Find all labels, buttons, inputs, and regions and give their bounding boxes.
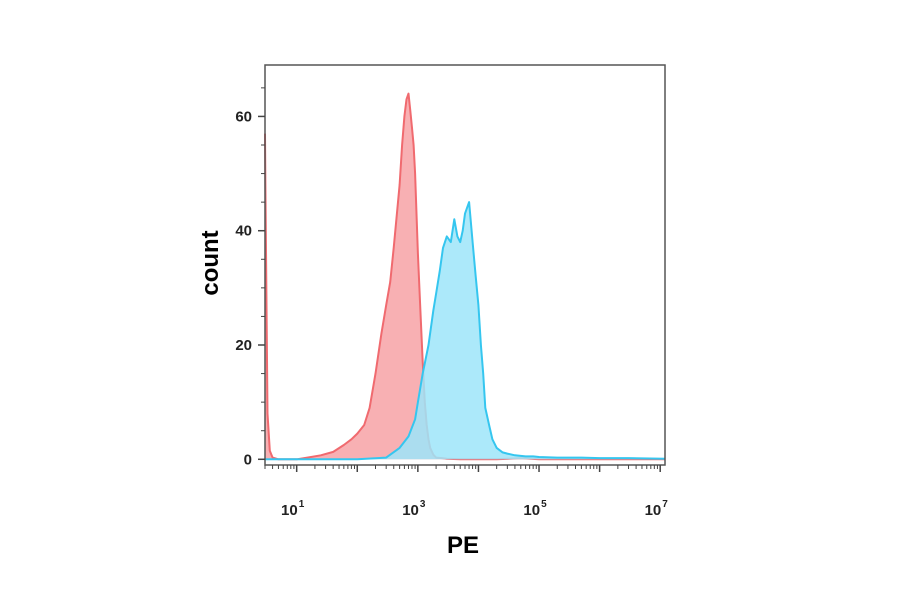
series-2-line	[265, 201, 666, 461]
series-2-area	[265, 202, 665, 460]
x-tick-label: 107	[645, 499, 669, 519]
y-tick-label: 60	[235, 108, 252, 125]
x-axis-title: PE	[447, 532, 479, 559]
x-tick-label: 103	[402, 499, 426, 519]
y-axis-title: count	[197, 230, 224, 295]
y-tick-label: 40	[235, 223, 252, 240]
ticks-layer	[258, 87, 661, 472]
series-layer	[264, 92, 666, 461]
y-tick-label: 20	[235, 337, 252, 354]
x-tick-label: 101	[281, 499, 305, 519]
labels-layer: 0 20 40 60 101 103 105 107	[235, 108, 668, 519]
y-tick-label: 0	[244, 451, 252, 468]
x-tick-label: 105	[523, 499, 547, 519]
